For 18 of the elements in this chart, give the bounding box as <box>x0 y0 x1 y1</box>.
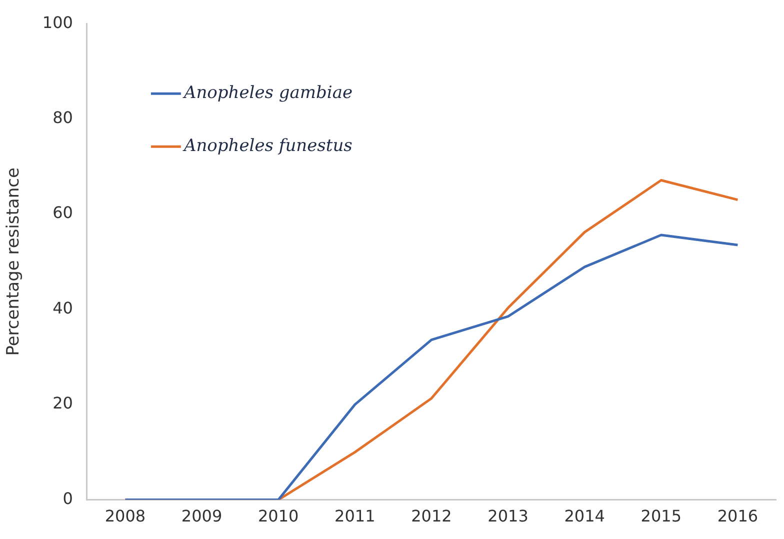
x-tick-label: 2008 <box>104 506 146 526</box>
x-tick-label: 2011 <box>334 506 376 526</box>
x-tick-label: 2013 <box>488 506 528 526</box>
y-tick-label: 100 <box>42 12 73 32</box>
x-tick-label: 2009 <box>181 506 222 526</box>
y-tick-label: 0 <box>62 488 73 508</box>
legend-label: Anopheles gambiae <box>182 83 353 104</box>
x-tick-label: 2014 <box>564 506 605 526</box>
y-axis-title: Percentage resistance <box>4 168 24 356</box>
x-tick-label: 2010 <box>258 506 299 526</box>
legend-label: Anopheles funestus <box>182 136 353 156</box>
y-tick-label: 60 <box>52 203 73 222</box>
y-tick-label: 40 <box>52 298 73 318</box>
x-tick-label: 2012 <box>411 506 452 526</box>
x-tick-label: 2016 <box>717 506 758 526</box>
x-tick-label: 2015 <box>640 506 682 526</box>
y-tick-label: 80 <box>52 108 73 127</box>
y-tick-label: 20 <box>52 394 73 413</box>
